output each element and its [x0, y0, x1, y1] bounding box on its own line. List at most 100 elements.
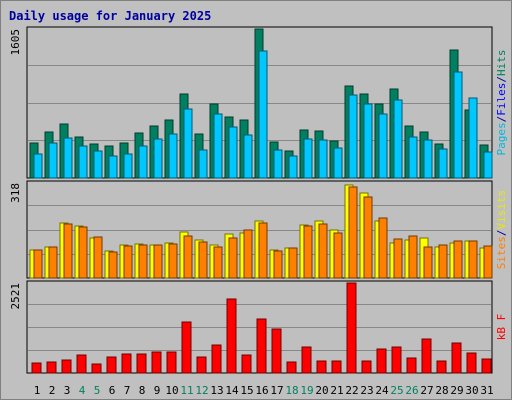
visits-sites-sites-bar-28: [438, 244, 448, 279]
visits-sites-legend-item-2: Visits: [495, 190, 508, 230]
kbytes-kb-f-bar-4: [76, 354, 87, 374]
x-tick-label-29: 29: [450, 384, 463, 397]
x-tick-label-6: 6: [109, 384, 116, 397]
hits-files-pages-files-bar-24: [378, 113, 388, 179]
hits-files-pages-legend-item-4: Hits: [495, 50, 508, 77]
x-tick-label-7: 7: [124, 384, 131, 397]
visits-sites-sites-bar-4: [78, 226, 88, 279]
visits-sites-sites-bar-20: [318, 223, 328, 279]
visits-sites-sites-bar-18: [288, 247, 298, 279]
x-tick-label-17: 17: [270, 384, 283, 397]
kbytes-kb-f-bar-22: [346, 282, 357, 374]
hits-files-pages-legend-item-2: Files: [495, 83, 508, 116]
hits-files-pages-legend-item-3: /: [495, 76, 508, 83]
x-tick-label-2: 2: [49, 384, 56, 397]
kbytes-kb-f-bar-12: [196, 356, 207, 374]
hits-files-pages-files-bar-26: [408, 136, 418, 179]
x-tick-label-13: 13: [210, 384, 223, 397]
kbytes-kb-f-bar-29: [451, 342, 462, 374]
kbytes-kb-f-bar-2: [46, 361, 57, 374]
hits-files-pages-files-bar-9: [153, 138, 163, 179]
visits-sites-sites-bar-26: [408, 235, 418, 279]
kbytes-kb-f-bar-26: [406, 357, 417, 374]
kbytes-kb-f-bar-8: [136, 353, 147, 374]
kbytes-kb-f-bar-31: [481, 358, 492, 374]
visits-sites-sites-bar-27: [423, 246, 433, 279]
visits-sites-sites-bar-22: [348, 186, 358, 279]
kbytes-kb-f-bar-20: [316, 360, 327, 374]
hits-files-pages-legend: Pages/Files/Hits: [495, 50, 508, 156]
x-tick-label-18: 18: [285, 384, 298, 397]
kbytes-kb-f-bar-23: [361, 360, 372, 374]
hits-files-pages-files-bar-2: [48, 142, 58, 179]
x-tick-label-25: 25: [390, 384, 403, 397]
visits-sites-sites-bar-24: [378, 217, 388, 279]
x-tick-label-31: 31: [480, 384, 493, 397]
kbytes-kb-f-bar-7: [121, 353, 132, 374]
visits-sites-sites-bar-17: [273, 250, 283, 279]
kbytes-kb-f-bar-27: [421, 338, 432, 374]
kbytes-kb-f-bar-17: [271, 328, 282, 374]
visits-sites-sites-bar-21: [333, 232, 343, 279]
visits-sites-sites-bar-23: [363, 196, 373, 279]
visits-sites-sites-bar-16: [258, 222, 268, 279]
kbytes-kb-f-bar-11: [181, 321, 192, 374]
hits-files-pages-files-bar-4: [78, 145, 88, 179]
visits-sites-sites-bar-14: [228, 237, 238, 279]
chart-title: Daily usage for January 2025: [9, 9, 211, 23]
hits-files-pages-files-bar-8: [138, 145, 148, 179]
visits-sites-sites-bar-6: [108, 251, 118, 279]
x-tick-label-4: 4: [79, 384, 86, 397]
visits-sites-sites-bar-8: [138, 244, 148, 279]
x-tick-label-8: 8: [139, 384, 146, 397]
hits-files-pages-files-bar-19: [303, 138, 313, 179]
x-tick-label-22: 22: [345, 384, 358, 397]
hits-files-pages-files-bar-27: [423, 139, 433, 179]
x-tick-label-21: 21: [330, 384, 343, 397]
hits-files-pages-files-bar-28: [438, 148, 448, 179]
hits-files-pages-files-bar-6: [108, 155, 118, 179]
kbytes-kb-f-bar-28: [436, 360, 447, 374]
kbytes-kb-f-bar-1: [31, 362, 42, 374]
x-tick-label-20: 20: [315, 384, 328, 397]
hits-files-pages-files-bar-12: [198, 149, 208, 179]
kbytes-kb-f-bar-21: [331, 360, 342, 374]
kbytes-legend-item-0: kB F: [495, 314, 508, 341]
visits-sites-sites-bar-31: [483, 245, 493, 279]
hits-files-pages-files-bar-18: [288, 155, 298, 179]
hits-files-pages-files-bar-5: [93, 150, 103, 179]
x-tick-label-27: 27: [420, 384, 433, 397]
hits-files-pages-files-bar-29: [453, 71, 463, 179]
hits-files-pages-files-bar-25: [393, 99, 403, 179]
visits-sites-sites-bar-9: [153, 244, 163, 279]
x-tick-label-11: 11: [180, 384, 193, 397]
hits-files-pages-files-bar-31: [483, 151, 493, 179]
hits-files-pages-files-bar-7: [123, 153, 133, 179]
kbytes-kb-f-bar-24: [376, 348, 387, 374]
kbytes-kb-f-bar-16: [256, 318, 267, 374]
x-tick-label-1: 1: [34, 384, 41, 397]
visits-sites-ymax-label: 318: [9, 183, 22, 203]
kbytes-kb-f-bar-5: [91, 363, 102, 374]
x-tick-label-26: 26: [405, 384, 418, 397]
hits-files-pages-files-bar-17: [273, 149, 283, 179]
kbytes-kb-f-bar-18: [286, 361, 297, 374]
visits-sites-sites-bar-5: [93, 236, 103, 279]
visits-sites-sites-bar-11: [183, 235, 193, 279]
visits-sites-sites-bar-10: [168, 243, 178, 279]
x-tick-label-19: 19: [300, 384, 313, 397]
hits-files-pages-legend-item-1: /: [495, 116, 508, 123]
kbytes-kb-f-bar-9: [151, 351, 162, 374]
kbytes-kb-f-bar-10: [166, 351, 177, 374]
hits-files-pages-files-bar-16: [258, 50, 268, 179]
x-tick-label-16: 16: [255, 384, 268, 397]
visits-sites-sites-bar-15: [243, 229, 253, 279]
hits-files-pages-files-bar-14: [228, 126, 238, 179]
x-tick-label-3: 3: [64, 384, 71, 397]
hits-files-pages-files-bar-21: [333, 147, 343, 179]
hits-files-pages-legend-item-0: Pages: [495, 122, 508, 155]
x-tick-label-9: 9: [154, 384, 161, 397]
visits-sites-legend: Sites/Visits: [495, 190, 508, 270]
